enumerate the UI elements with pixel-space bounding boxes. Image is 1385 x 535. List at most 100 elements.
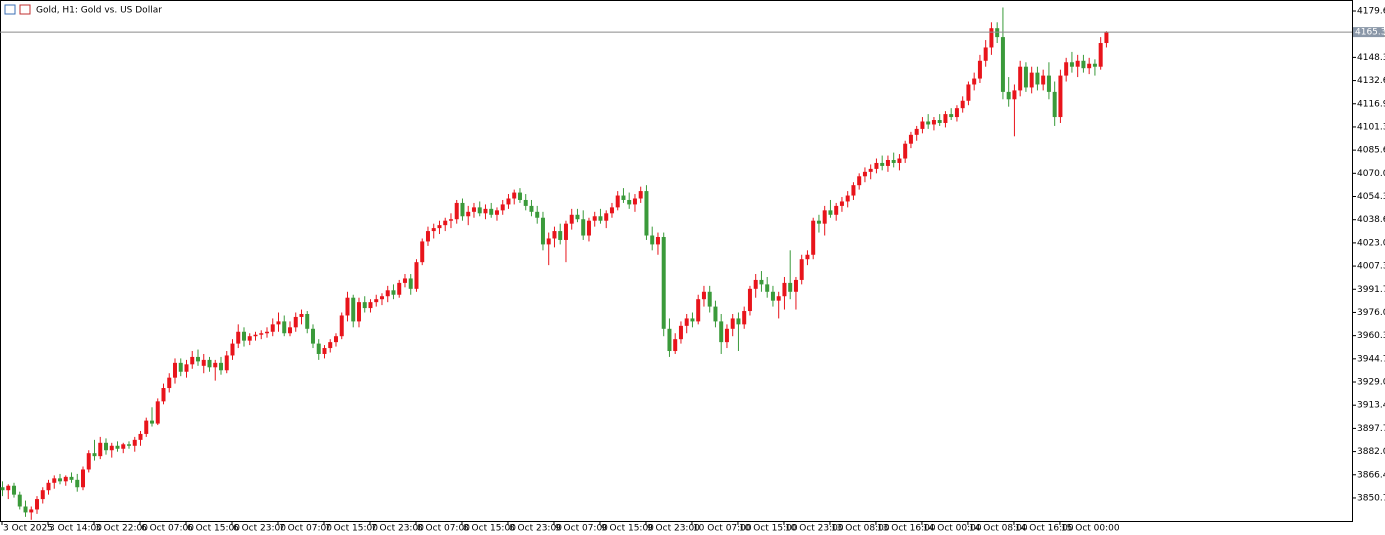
candle-body	[1098, 43, 1103, 67]
candle-body	[98, 442, 103, 457]
candle-body	[0, 487, 5, 491]
y-tick-label: 4148.30	[1357, 53, 1385, 63]
x-tick-label: 10 Oct 23:00	[785, 524, 844, 534]
x-tick-label: 8 Oct 07:00	[417, 524, 470, 534]
candle-body	[92, 453, 97, 457]
candle-body	[995, 28, 1000, 38]
x-tick-label: 10 Oct 15:00	[739, 524, 798, 534]
candle-body	[127, 444, 132, 446]
candle-body	[167, 377, 172, 389]
candle-body	[144, 420, 149, 434]
candle-body	[46, 482, 51, 491]
candle-body	[1092, 63, 1097, 67]
candle-body	[328, 342, 333, 349]
y-tick-label: 3913.40	[1357, 401, 1385, 411]
candle-body	[931, 120, 936, 125]
x-tick-label: 7 Oct 07:00	[279, 524, 332, 534]
candle-body	[494, 210, 499, 215]
candle-body	[12, 485, 17, 495]
plot-frame	[0, 0, 1353, 522]
candle-body	[517, 192, 522, 200]
candle-body	[943, 114, 948, 123]
candle-body	[770, 291, 775, 301]
candle-body	[115, 445, 120, 449]
candle-body	[1035, 72, 1040, 85]
last-price-label: 4165.37	[1355, 28, 1385, 38]
candle-body	[86, 453, 91, 470]
candle-body	[414, 262, 419, 289]
candle-body	[391, 290, 396, 295]
candle-body	[454, 202, 459, 220]
candle-body	[816, 220, 821, 224]
candle-body	[172, 362, 177, 378]
y-tick-label: 4085.66	[1357, 146, 1385, 156]
candle-body	[264, 331, 269, 334]
candle-body	[356, 302, 361, 322]
candle-body	[788, 282, 793, 292]
candle-body	[983, 47, 988, 61]
x-tick-label: 3 Oct 22:00	[95, 524, 148, 534]
candle-body	[483, 208, 488, 214]
candle-body	[730, 318, 735, 329]
table-icon	[4, 4, 16, 15]
candle-body	[351, 297, 356, 322]
candle-body	[857, 176, 862, 186]
candle-body	[880, 162, 885, 166]
candle-body	[466, 211, 471, 217]
candle-body	[104, 442, 109, 451]
candle-body	[379, 296, 384, 300]
x-tick-label: 14 Oct 16:00	[1015, 524, 1074, 534]
candle-body	[253, 334, 258, 337]
candle-body	[638, 191, 643, 199]
candle-body	[397, 282, 402, 295]
candle-body	[621, 195, 626, 200]
candle-body	[460, 202, 465, 217]
candle-body	[949, 114, 954, 118]
candle-body	[535, 211, 540, 218]
candle-body	[960, 100, 965, 109]
candle-body	[207, 359, 212, 368]
candle-body	[345, 297, 350, 316]
candle-body	[540, 217, 545, 245]
x-tick-label: 14 Oct 00:00	[923, 524, 982, 534]
candle-body	[696, 299, 701, 322]
candle-body	[1075, 60, 1080, 67]
candle-body	[75, 479, 80, 488]
candle-body	[489, 208, 494, 215]
candle-body	[753, 279, 758, 289]
candle-body	[333, 336, 338, 343]
candle-body	[471, 207, 476, 212]
candle-body	[1104, 32, 1109, 44]
x-tick-label: 7 Oct 15:00	[325, 524, 378, 534]
candle-body	[431, 228, 436, 232]
y-tick-label: 3944.72	[1357, 354, 1385, 364]
candle-body	[897, 158, 902, 163]
candle-body	[368, 302, 373, 309]
candle-body	[776, 296, 781, 301]
x-tick-label: 6 Oct 07:00	[141, 524, 194, 534]
candle-body	[673, 339, 678, 352]
candle-body	[299, 313, 304, 317]
candle-body	[839, 201, 844, 206]
candle-body	[500, 204, 505, 211]
candle-body	[828, 210, 833, 215]
candle-body	[1064, 62, 1069, 76]
candle-body	[218, 362, 223, 371]
candle-body	[868, 168, 873, 172]
candle-body	[1018, 66, 1023, 91]
candle-body	[270, 324, 275, 332]
candle-body	[1012, 90, 1017, 100]
last-price-box	[1353, 27, 1384, 38]
candle-body	[552, 231, 557, 239]
candle-body	[701, 291, 706, 300]
candle-body	[845, 195, 850, 202]
candle-body	[247, 336, 252, 341]
candle-body	[834, 205, 839, 215]
candle-body	[1006, 91, 1011, 100]
candle-body	[719, 321, 724, 343]
candle-body	[627, 199, 632, 205]
candle-body	[926, 121, 931, 125]
x-tick-label: 6 Oct 15:00	[187, 524, 240, 534]
candle-body	[63, 476, 68, 482]
candle-body	[259, 333, 264, 335]
